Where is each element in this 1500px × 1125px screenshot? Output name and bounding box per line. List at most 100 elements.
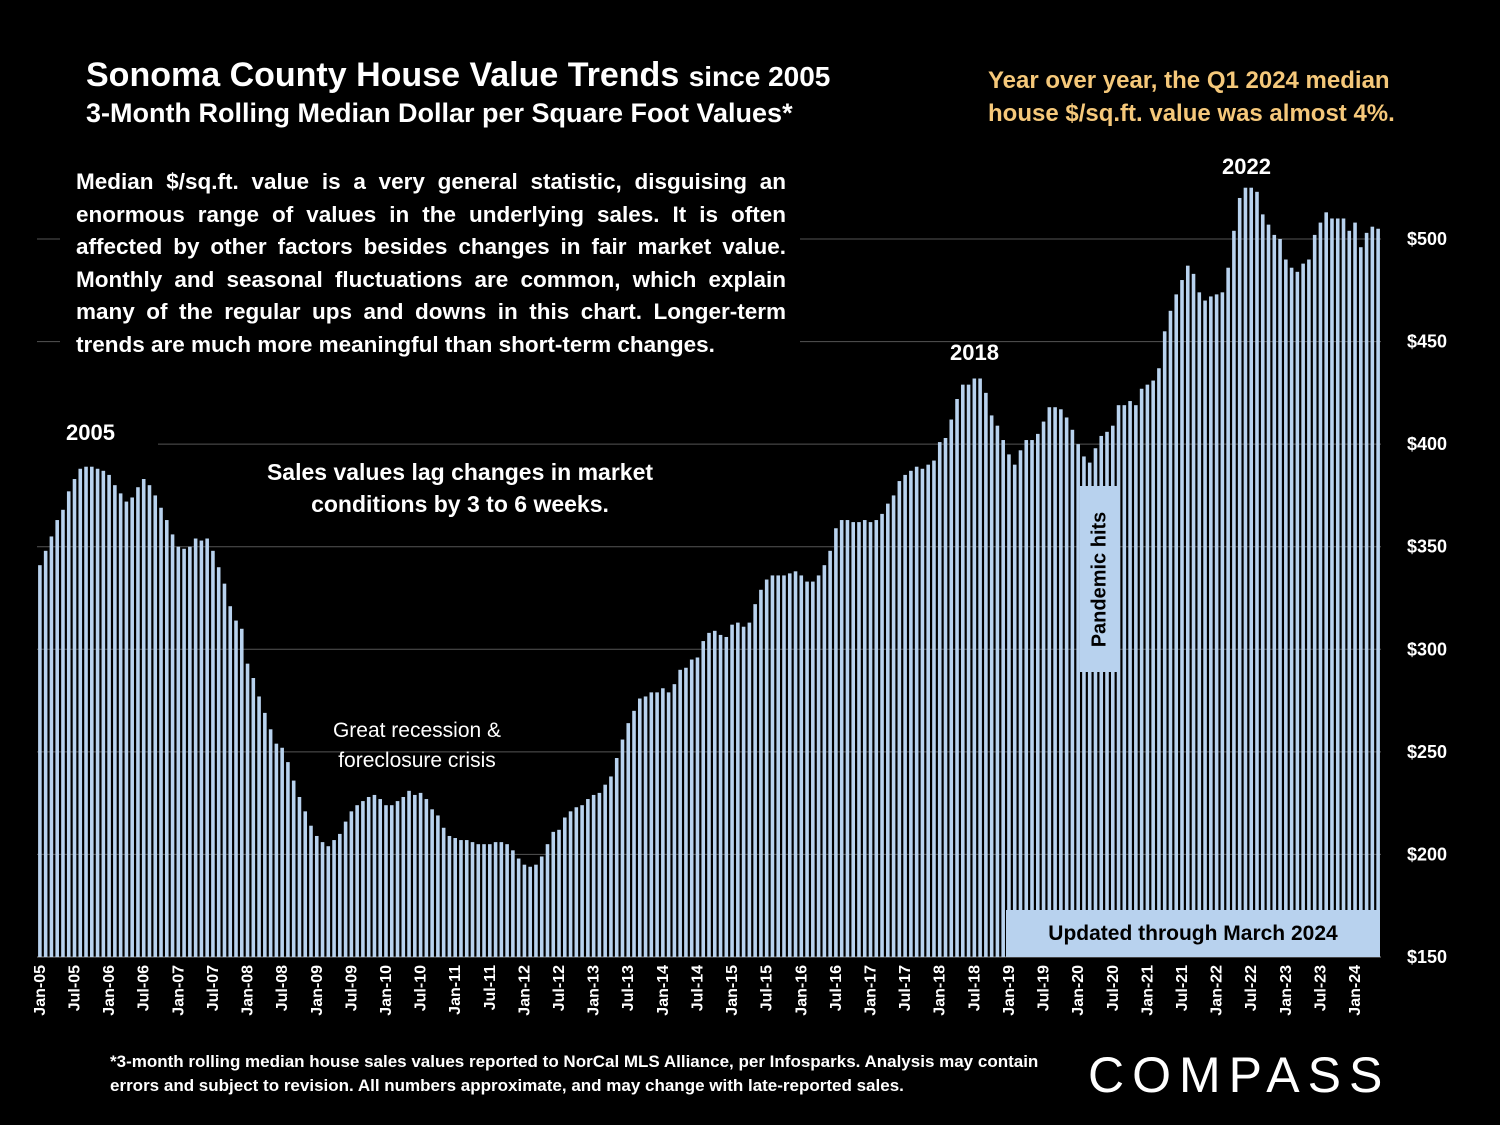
x-tick-label: Jan-08 bbox=[240, 965, 257, 1016]
bar bbox=[1266, 224, 1271, 957]
x-tick-label: Jan-17 bbox=[863, 965, 880, 1016]
bar bbox=[159, 507, 163, 957]
x-tick-label: Jan-14 bbox=[655, 965, 672, 1016]
bar bbox=[1082, 456, 1086, 957]
x-tick-label: Jul-05 bbox=[67, 965, 84, 1011]
x-tick-label: Jul-20 bbox=[1105, 965, 1122, 1011]
bar bbox=[211, 550, 215, 957]
bar bbox=[1295, 271, 1300, 957]
x-tick-label: Jul-18 bbox=[966, 965, 983, 1011]
bar bbox=[926, 464, 930, 957]
updated-badge: Updated through March 2024 bbox=[1006, 910, 1380, 957]
lag-annotation: Sales values lag changes in market condi… bbox=[266, 459, 654, 517]
chart-subtitle: 3-Month Rolling Median Dollar per Square… bbox=[86, 98, 793, 128]
bar bbox=[684, 667, 688, 957]
bar bbox=[511, 850, 515, 957]
bar bbox=[1162, 331, 1167, 957]
bar bbox=[430, 809, 434, 957]
chart-title-since: since 2005 bbox=[688, 61, 831, 92]
bar bbox=[787, 573, 792, 957]
bar bbox=[811, 581, 815, 957]
bar bbox=[701, 641, 706, 957]
bar bbox=[228, 606, 233, 957]
bar bbox=[678, 669, 682, 957]
bar bbox=[909, 470, 913, 957]
bar bbox=[314, 835, 319, 957]
bar bbox=[1093, 448, 1098, 957]
bar bbox=[574, 807, 579, 957]
bar bbox=[862, 520, 867, 957]
bar bbox=[424, 799, 429, 957]
x-tick-label: Jan-19 bbox=[1001, 965, 1018, 1016]
bar bbox=[816, 575, 821, 957]
bar bbox=[147, 485, 152, 957]
description-text: Median $/sq.ft. value is a very general … bbox=[76, 169, 786, 357]
bar bbox=[113, 485, 117, 957]
bar bbox=[280, 747, 284, 957]
bar bbox=[1284, 259, 1288, 957]
bar bbox=[730, 624, 734, 957]
pandemic-annotation: Pandemic hits bbox=[1080, 486, 1120, 672]
bar bbox=[661, 688, 665, 957]
bar bbox=[632, 710, 636, 957]
pandemic-label: Pandemic hits bbox=[1088, 511, 1111, 647]
bar bbox=[303, 811, 308, 957]
bar bbox=[955, 399, 959, 957]
y-tick-label: $350 bbox=[1407, 537, 1447, 557]
bar bbox=[1041, 421, 1046, 958]
bar bbox=[1347, 230, 1352, 958]
bar bbox=[620, 739, 625, 957]
bar bbox=[1226, 267, 1230, 958]
bar bbox=[1076, 444, 1080, 957]
x-tick-label: Jul-21 bbox=[1174, 965, 1191, 1011]
bar bbox=[1237, 197, 1242, 958]
x-tick-label: Jan-16 bbox=[793, 965, 810, 1016]
bar bbox=[38, 565, 42, 957]
bar bbox=[418, 792, 423, 957]
bar bbox=[557, 829, 561, 957]
x-tick-label: Jul-15 bbox=[759, 965, 776, 1011]
bar bbox=[66, 491, 71, 957]
x-tick-label: Jan-05 bbox=[32, 965, 49, 1016]
x-tick-label: Jul-14 bbox=[690, 965, 707, 1011]
bar bbox=[372, 794, 377, 957]
bar bbox=[263, 712, 267, 957]
bar bbox=[1001, 440, 1005, 957]
bar bbox=[707, 632, 711, 957]
bar bbox=[1318, 222, 1323, 958]
y-tick-label: $400 bbox=[1407, 434, 1447, 454]
y-tick-label: $200 bbox=[1407, 844, 1447, 864]
bar bbox=[470, 842, 475, 957]
bar bbox=[695, 657, 700, 957]
bar bbox=[891, 495, 896, 957]
bar bbox=[1139, 388, 1144, 957]
bar bbox=[545, 844, 550, 957]
bar bbox=[1053, 407, 1057, 958]
bar bbox=[776, 575, 781, 957]
chart-title: Sonoma County House Value Trends since 2… bbox=[86, 56, 831, 94]
x-tick-label: Jul-09 bbox=[343, 965, 360, 1011]
bar bbox=[291, 780, 296, 957]
bar bbox=[1145, 384, 1150, 957]
bar bbox=[332, 840, 336, 957]
bar bbox=[1157, 368, 1161, 957]
x-tick-label: Jan-07 bbox=[170, 965, 187, 1016]
bar bbox=[1174, 294, 1179, 957]
bar bbox=[626, 723, 631, 957]
bar bbox=[1203, 300, 1207, 957]
bar bbox=[384, 805, 388, 957]
bar bbox=[874, 520, 879, 957]
bar bbox=[361, 801, 365, 957]
bar bbox=[1324, 212, 1328, 957]
bar bbox=[528, 866, 532, 957]
bar bbox=[101, 470, 106, 957]
bar bbox=[95, 468, 100, 957]
bar bbox=[949, 419, 954, 957]
bar bbox=[851, 522, 855, 957]
bar bbox=[1301, 263, 1305, 957]
bar bbox=[199, 540, 204, 957]
bar bbox=[1341, 218, 1346, 958]
bar bbox=[972, 378, 977, 957]
bar bbox=[897, 481, 902, 957]
bar bbox=[1335, 218, 1340, 958]
